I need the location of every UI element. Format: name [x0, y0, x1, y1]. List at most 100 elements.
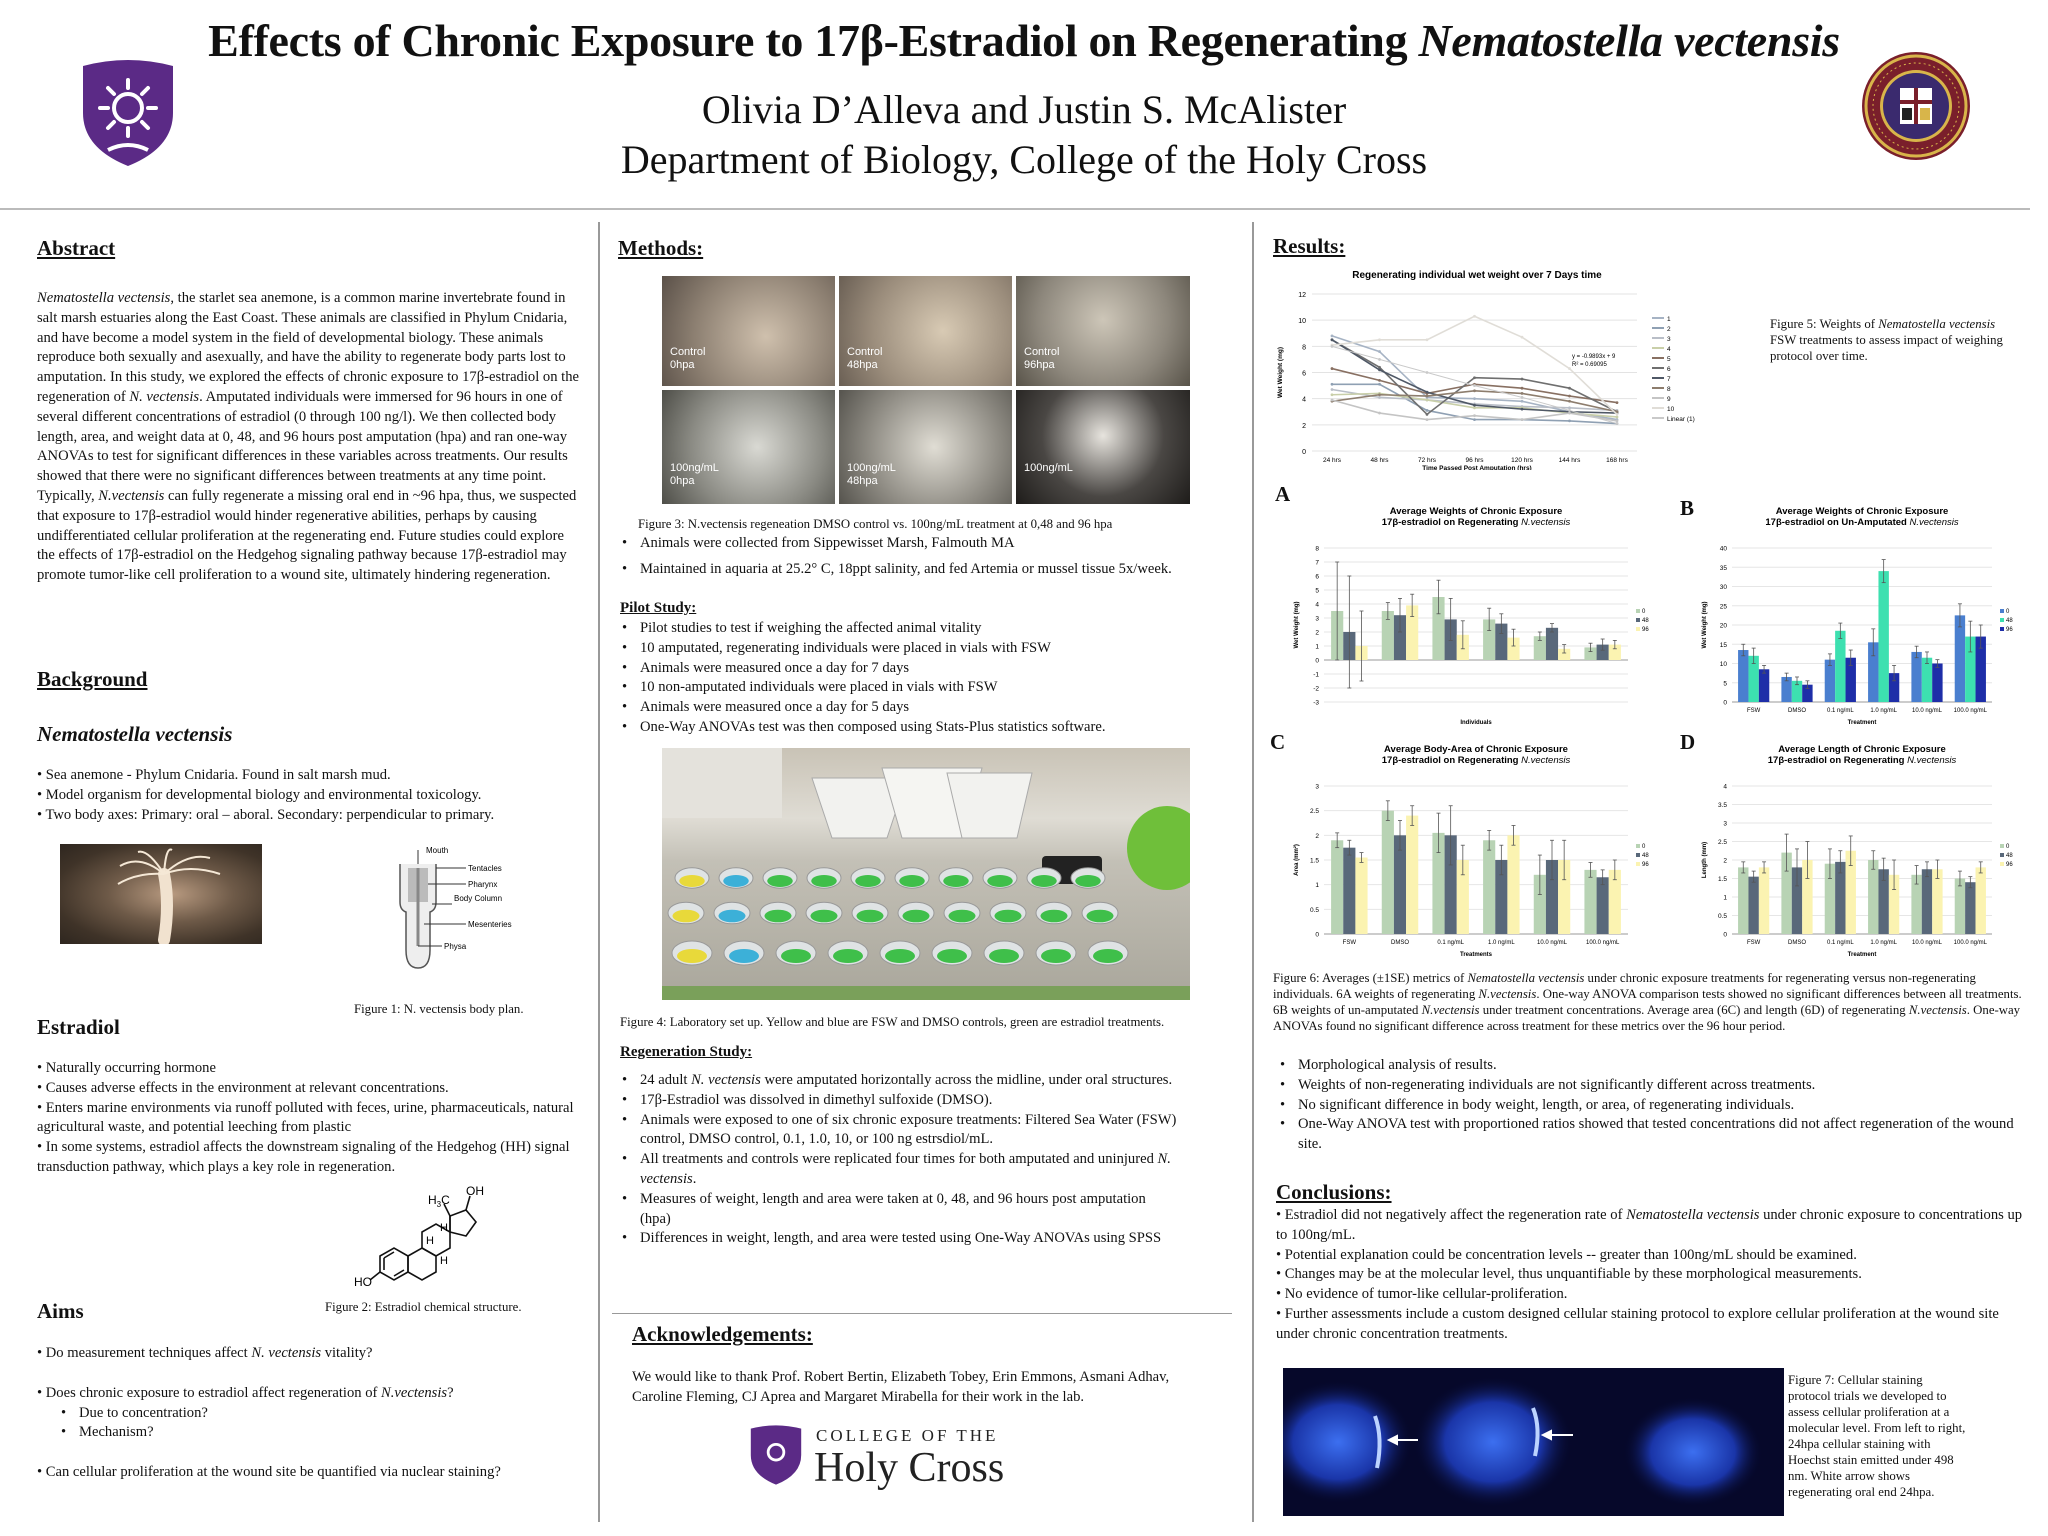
bar [1758, 867, 1770, 934]
bar [1748, 876, 1759, 934]
legend-swatch [2000, 862, 2004, 866]
background-bullet: • Model organism for developmental biolo… [37, 786, 482, 803]
data-point [1425, 338, 1429, 342]
y-tick-label: 6 [1302, 371, 1306, 378]
bar [1781, 852, 1792, 934]
photo-100ng-96hpa: 100ng/mL [1016, 390, 1190, 504]
conclusion-bullet: • Potential explanation could be concent… [1276, 1246, 1857, 1263]
anemone-figure [117, 848, 221, 944]
lab-cup-liquid [672, 909, 700, 923]
title-line: Average Weights of Chronic Exposure [1390, 506, 1563, 517]
y-tick-label: 4 [1302, 397, 1306, 404]
title-line: 17β-estradiol on Regenerating [1768, 755, 1907, 766]
column-divider-2 [1252, 222, 1254, 1522]
bar [1738, 650, 1749, 702]
column-divider-1 [598, 222, 600, 1522]
legend-label: 5 [1667, 356, 1671, 363]
estradiol-structure-diagram: H3C OH H H H HO [354, 1184, 484, 1289]
bar [1802, 684, 1813, 702]
data-point [1378, 365, 1381, 369]
bar [1888, 673, 1900, 702]
chart-title: Regenerating individual wet weight over … [1352, 270, 1602, 281]
lab-cup-liquid [937, 949, 967, 963]
bar-chart-b: Average Weights of Chronic Exposure 17β-e… [1702, 506, 2013, 726]
background-subheading: Nematostella vectensis [37, 722, 233, 746]
data-point [1378, 350, 1381, 353]
data-point [1473, 414, 1476, 418]
data-point [1425, 412, 1429, 416]
x-tick-label: 100.0 ng/mL [1586, 940, 1620, 946]
legend-label: 0 [1642, 844, 1646, 850]
title-italic: N.vectensis [1521, 517, 1570, 528]
bar [1495, 860, 1508, 934]
legend-label: 96 [1642, 627, 1649, 633]
y-tick-label: 3 [1723, 821, 1727, 828]
data-point [1615, 419, 1619, 423]
wordmark-bottom: Holy Cross [814, 1445, 1005, 1491]
methods-heading: Methods: [618, 236, 704, 260]
y-tick-label: 12 [1298, 292, 1306, 299]
x-axis-label: Treatment [1848, 952, 1877, 958]
photo-100ng-48hpa: 100ng/mL 48hpa [839, 390, 1012, 504]
x-axis-label: Time Passed Post Amputation (hrs) [1422, 465, 1531, 470]
bar [1911, 874, 1922, 934]
data-point [1615, 401, 1619, 404]
x-tick-label: 10.0 ng/mL [1537, 940, 1568, 946]
lab-cup-liquid [856, 909, 884, 923]
bar [1343, 847, 1356, 934]
lab-cup-liquid [767, 875, 793, 887]
photo-control-48hpa: Control 48hpa [839, 276, 1012, 386]
data-point [1568, 406, 1571, 410]
bar [1975, 636, 1986, 702]
data-point [1473, 376, 1476, 380]
data-point [1425, 398, 1429, 402]
bar [1868, 642, 1879, 702]
lab-cup-liquid [994, 909, 1022, 923]
legend-label: 1 [1667, 316, 1671, 323]
pilot-bullet: Animals were measured once a day for 7 d… [620, 659, 1250, 679]
data-point [1473, 384, 1476, 387]
label-mouth: Mouth [426, 846, 448, 855]
label-pharynx: Pharynx [468, 880, 497, 889]
y-tick-label: 8 [1315, 546, 1319, 553]
background-bullet: • Two body axes: Primary: oral – aboral.… [37, 806, 495, 823]
y-tick-label: 20 [1720, 623, 1728, 630]
lab-cup-liquid [1093, 949, 1123, 963]
bar [1432, 832, 1445, 934]
lab-cup-liquid [987, 875, 1013, 887]
legend-label: 7 [1667, 376, 1671, 383]
aim-subquestion: Mechanism? [59, 1423, 597, 1443]
legend-swatch [1636, 627, 1640, 631]
y-tick-label: 10 [1720, 661, 1728, 668]
holy-cross-shield-logo [83, 60, 173, 166]
legend-label: 48 [2006, 853, 2013, 859]
y-tick-label: 2 [1302, 423, 1306, 430]
y-tick-label: 25 [1720, 603, 1728, 610]
data-point [1378, 338, 1381, 342]
legend-label: 3 [1667, 336, 1671, 343]
bar [1835, 861, 1846, 934]
estradiol-bullet: • Naturally occurring hormone [37, 1060, 216, 1076]
lab-cup-liquid [1040, 909, 1068, 923]
x-axis-label: Treatments [1460, 952, 1493, 958]
data-point [1520, 377, 1524, 381]
bar [1791, 680, 1803, 702]
wordmark-top: COLLEGE OF THE [816, 1426, 999, 1445]
legend-label: 9 [1667, 396, 1671, 403]
legend-swatch [2000, 844, 2004, 848]
legend-label: Linear (1) [1667, 416, 1695, 423]
bar [1533, 636, 1546, 660]
pilot-bullet: 10 amputated, regenerating individuals w… [620, 639, 1250, 659]
y-tick-label: 1 [1315, 882, 1319, 889]
y-tick-label: 2.5 [1718, 839, 1727, 846]
bar [1888, 874, 1900, 934]
y-tick-label: -1 [1313, 672, 1319, 679]
lab-cup-liquid [718, 909, 746, 923]
data-point [1520, 407, 1524, 411]
data-point [1520, 335, 1524, 339]
bar [1596, 644, 1609, 660]
y-tick-label: 0 [1723, 932, 1727, 939]
y-axis-label: Wet Weight (mg) [1277, 347, 1284, 398]
data-point [1473, 397, 1476, 401]
bar [1507, 835, 1520, 934]
